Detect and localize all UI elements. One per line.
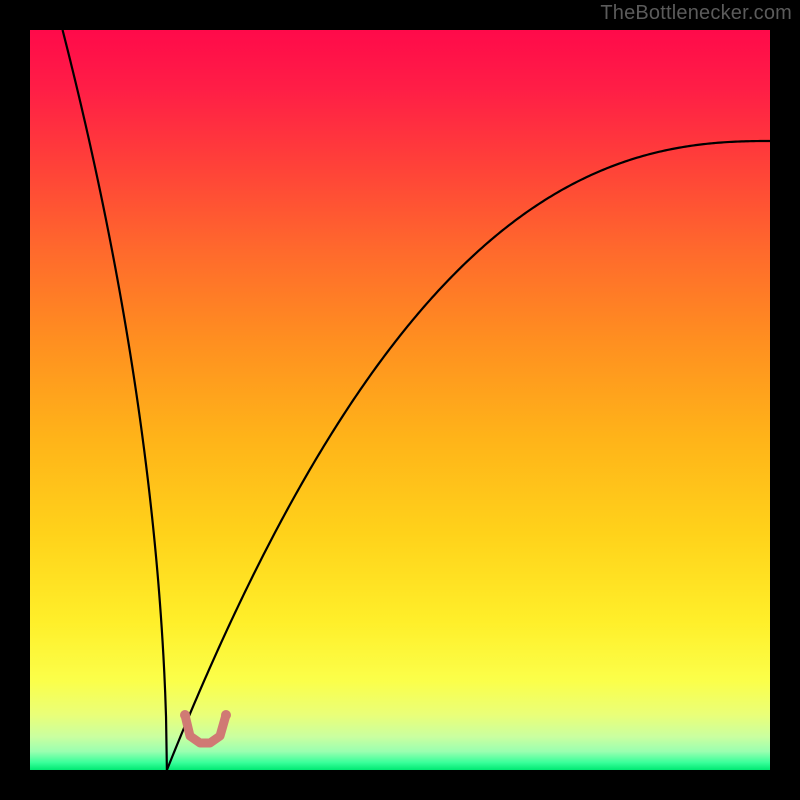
trough-dot-right (221, 710, 231, 720)
trough-dot-left (180, 710, 190, 720)
bottleneck-curve-left (63, 30, 167, 770)
curve-layer (30, 30, 770, 770)
trough-notch (180, 710, 231, 743)
bottleneck-curve-right (167, 141, 770, 770)
plot-area (30, 30, 770, 770)
chart-frame: TheBottlenecker.com (0, 0, 800, 800)
watermark-text: TheBottlenecker.com (600, 2, 792, 25)
trough-notch-path (185, 715, 226, 743)
